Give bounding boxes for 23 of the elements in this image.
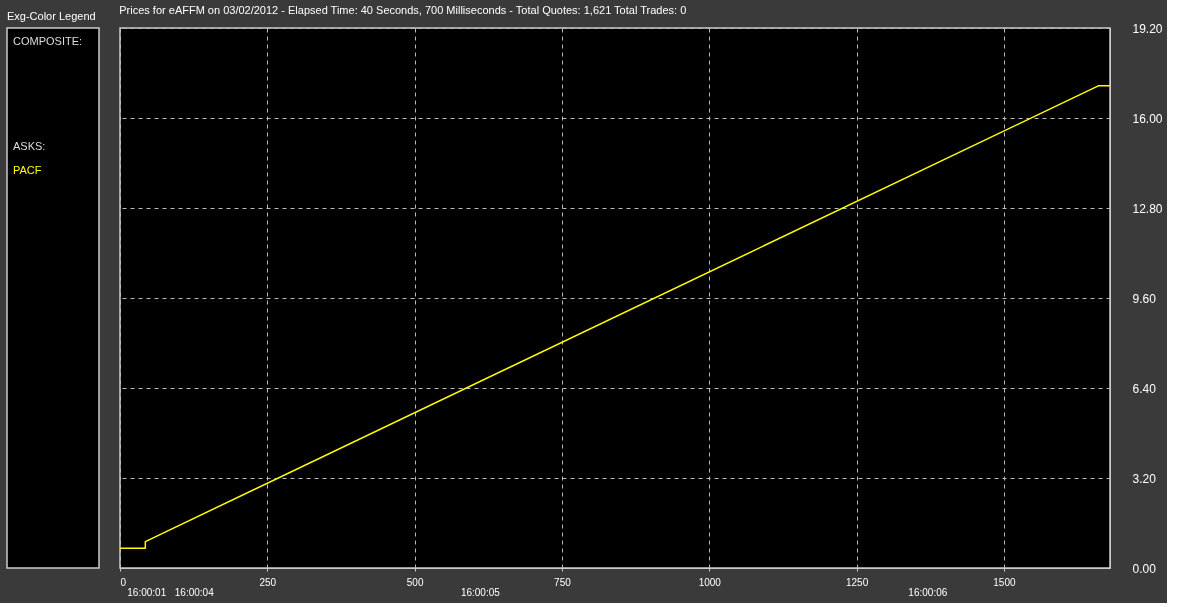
- x-tick-label: 750: [554, 576, 572, 588]
- y-tick-label: 3.20: [1132, 471, 1157, 486]
- y-tick-label: 16.00: [1132, 111, 1163, 126]
- x-tick-label: 0: [120, 576, 127, 588]
- text: 16:00:05: [460, 587, 501, 598]
- text: 16:00:01: [127, 587, 167, 598]
- text: COMPOSITE:: [13, 35, 83, 47]
- y-tick-label: 6.40: [1132, 381, 1157, 396]
- legend-title: Exg-Color Legend: [7, 10, 96, 22]
- y-tick-label: 12.80: [1132, 201, 1163, 216]
- x-tick-label: 1000: [698, 576, 722, 588]
- y-tick-label: 9.60: [1132, 291, 1157, 306]
- text: ASKS:: [13, 140, 46, 152]
- chart-title: Prices for eAFFM on 03/02/2012 - Elapsed Time: 40 Seconds, 700 Milliseconds - Total Quotes: 1,621 Total Trades: 0: [119, 4, 687, 16]
- text: 16:00:06: [908, 587, 948, 598]
- x-tick-label: 1500: [993, 576, 1016, 588]
- x-tick-label: 1250: [845, 576, 869, 588]
- text: 16:00:04: [174, 587, 215, 598]
- text: PACF: [13, 164, 42, 176]
- y-tick-label: 0.00: [1132, 561, 1157, 576]
- x-tick-label: 250: [259, 576, 277, 588]
- x-tick-label: 500: [406, 576, 424, 588]
- y-tick-label: 19.20: [1132, 21, 1163, 36]
